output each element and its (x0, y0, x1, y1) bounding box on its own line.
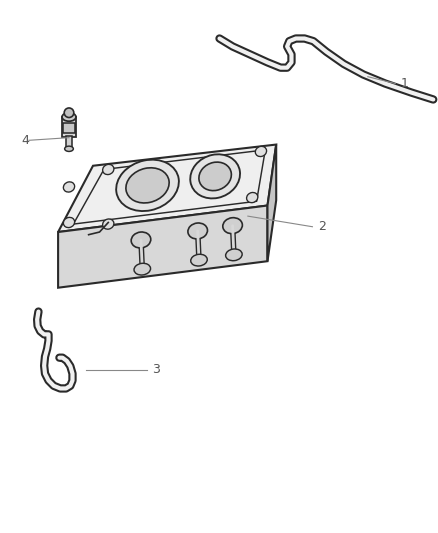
Bar (66, 136, 72, 149)
Ellipse shape (62, 113, 76, 121)
Ellipse shape (187, 223, 207, 239)
Text: 1: 1 (399, 77, 407, 90)
Ellipse shape (64, 146, 73, 151)
Ellipse shape (198, 162, 231, 191)
Ellipse shape (190, 254, 207, 266)
Bar (63, 123, 74, 133)
Ellipse shape (64, 108, 74, 117)
Ellipse shape (255, 147, 266, 157)
Ellipse shape (126, 168, 169, 203)
Ellipse shape (246, 192, 257, 203)
Ellipse shape (63, 217, 74, 228)
Ellipse shape (134, 263, 150, 275)
Text: 4: 4 (21, 134, 29, 147)
Ellipse shape (102, 164, 113, 175)
Text: 3: 3 (152, 364, 159, 376)
Polygon shape (58, 206, 267, 288)
Ellipse shape (102, 219, 113, 229)
Ellipse shape (190, 155, 240, 198)
Ellipse shape (131, 232, 150, 248)
Polygon shape (58, 144, 276, 232)
Text: 2: 2 (317, 220, 325, 233)
Bar (62, 117, 76, 137)
Ellipse shape (225, 249, 242, 261)
Ellipse shape (63, 182, 74, 192)
Ellipse shape (116, 160, 178, 211)
Ellipse shape (222, 217, 242, 233)
Polygon shape (267, 144, 276, 261)
